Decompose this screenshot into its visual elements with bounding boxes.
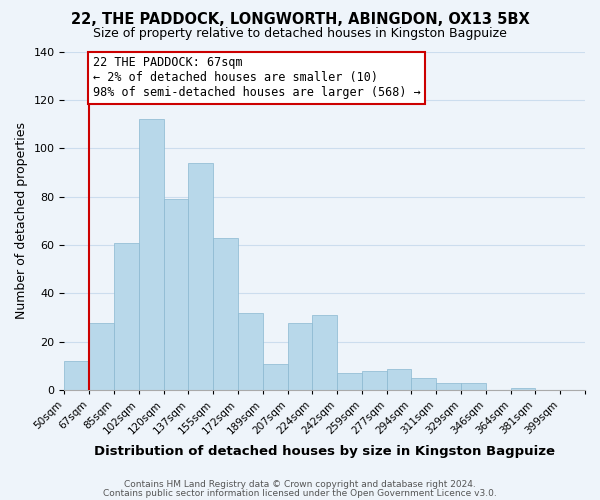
Bar [287,322,313,390]
Bar [114,242,139,390]
Bar [164,199,188,390]
Bar [139,120,164,390]
Bar [89,322,114,390]
Bar [386,368,412,390]
Bar [313,316,337,390]
Text: 22, THE PADDOCK, LONGWORTH, ABINGDON, OX13 5BX: 22, THE PADDOCK, LONGWORTH, ABINGDON, OX… [71,12,529,28]
Bar [511,388,535,390]
Bar [238,313,263,390]
Bar [461,383,486,390]
Text: Contains HM Land Registry data © Crown copyright and database right 2024.: Contains HM Land Registry data © Crown c… [124,480,476,489]
Y-axis label: Number of detached properties: Number of detached properties [15,122,28,320]
Bar [213,238,238,390]
Bar [263,364,287,390]
Bar [362,371,386,390]
Bar [436,383,461,390]
X-axis label: Distribution of detached houses by size in Kingston Bagpuize: Distribution of detached houses by size … [94,444,555,458]
Bar [64,361,89,390]
Bar [188,163,213,390]
Bar [337,374,362,390]
Text: Size of property relative to detached houses in Kingston Bagpuize: Size of property relative to detached ho… [93,28,507,40]
Text: 22 THE PADDOCK: 67sqm
← 2% of detached houses are smaller (10)
98% of semi-detac: 22 THE PADDOCK: 67sqm ← 2% of detached h… [93,56,421,100]
Bar [412,378,436,390]
Text: Contains public sector information licensed under the Open Government Licence v3: Contains public sector information licen… [103,488,497,498]
